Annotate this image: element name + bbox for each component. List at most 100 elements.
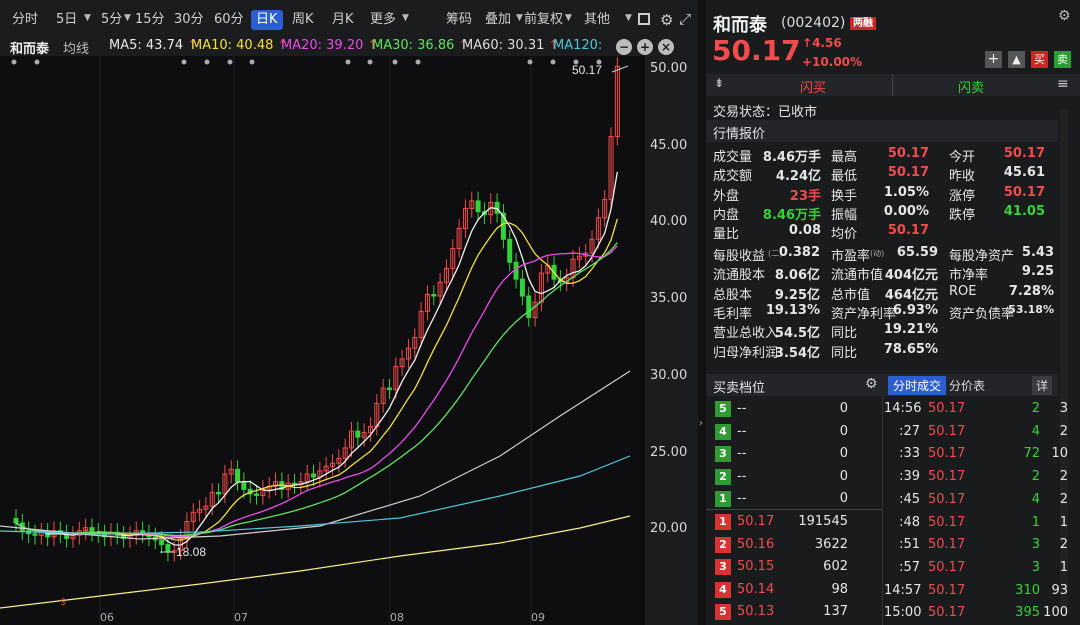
ma60-value: MA60: 30.31 ↑ bbox=[462, 38, 560, 53]
tick-time: :27 bbox=[899, 423, 920, 439]
toolbar-item-12[interactable]: 前复权 bbox=[524, 12, 564, 27]
stat-cell: 昨收 bbox=[949, 169, 976, 185]
ask-volume: 0 bbox=[839, 491, 848, 507]
toolbar-item-5[interactable]: 60分 bbox=[214, 12, 244, 27]
fin-value: 8.06亿 bbox=[774, 268, 820, 284]
fin-label: 资产净利率 bbox=[831, 306, 897, 322]
candle-body bbox=[437, 281, 443, 297]
tick-volume: 3 bbox=[1031, 537, 1040, 553]
stat-cell: 换手 bbox=[831, 188, 858, 204]
kline-chart[interactable]: 50.17 18.08 $ bbox=[0, 56, 700, 625]
candle-body bbox=[336, 458, 342, 464]
toolbar-item-13[interactable]: 其他 bbox=[584, 12, 611, 27]
buy-button[interactable]: 买 bbox=[1031, 51, 1048, 68]
candle-body bbox=[241, 481, 247, 490]
scrollbar[interactable] bbox=[1060, 110, 1068, 610]
settings-icon[interactable]: ⚙ bbox=[660, 11, 674, 29]
chevron-down-icon: ▼ bbox=[402, 13, 409, 23]
stat-cell: 23手 bbox=[789, 188, 821, 204]
ma10-value: MA10: 40.48 ↑ bbox=[191, 38, 289, 53]
tick-time: 15:00 bbox=[884, 605, 922, 621]
tab-price-table[interactable]: 分价表 bbox=[949, 379, 986, 393]
tick-price: 50.17 bbox=[928, 514, 966, 530]
collapse-arrow-icon[interactable]: › bbox=[699, 418, 703, 429]
flash-sell-button[interactable]: 闪卖 bbox=[958, 81, 985, 96]
toolbar-item-1[interactable]: 5日 bbox=[56, 12, 78, 27]
fullscreen-icon[interactable]: ⤢ bbox=[679, 10, 692, 28]
margin-badge: 两融 bbox=[850, 17, 876, 30]
alert-bell-icon[interactable]: ▲ bbox=[1008, 51, 1025, 68]
fin-label: 流通股本 bbox=[713, 268, 766, 284]
expand-icon[interactable]: ⇟ bbox=[714, 76, 725, 90]
stat-cell: 50.17 bbox=[887, 223, 929, 239]
sell-button[interactable]: 卖 bbox=[1054, 51, 1071, 68]
last-price-label: 50.17 bbox=[572, 63, 602, 77]
stat-cell: 50.17 bbox=[1003, 184, 1045, 200]
toolbar-item-4[interactable]: 30分 bbox=[174, 12, 204, 27]
y-tick-label: 40.00 bbox=[650, 214, 688, 229]
stat-cell: 振幅 bbox=[831, 207, 858, 223]
candle-body bbox=[393, 366, 399, 391]
candle-body bbox=[13, 517, 19, 524]
bid-price: 50.16 bbox=[737, 536, 775, 552]
settings-icon[interactable]: ⚙ bbox=[865, 376, 878, 392]
event-marker bbox=[392, 59, 398, 65]
event-marker bbox=[415, 59, 421, 65]
candle-body bbox=[462, 208, 468, 230]
last-price: 50.17 bbox=[712, 34, 801, 67]
stat-cell: 8.46万手 bbox=[762, 207, 821, 223]
fin-label: 每股净资产 bbox=[949, 249, 1015, 264]
tick-volume: 310 bbox=[1015, 582, 1040, 598]
candle-body bbox=[595, 217, 601, 240]
ma-label[interactable]: 均线 bbox=[63, 42, 90, 57]
panel-divider[interactable] bbox=[698, 0, 706, 625]
stat-cell: 50.17 bbox=[887, 165, 929, 181]
plus-icon[interactable]: + bbox=[637, 39, 653, 55]
menu-icon[interactable]: ≡ bbox=[1057, 76, 1069, 92]
tick-count: 3 bbox=[1059, 401, 1068, 416]
toolbar-item-10[interactable]: 筹码 bbox=[446, 12, 473, 27]
stat-cell: 今开 bbox=[949, 150, 976, 165]
bid-level-badge: 1 bbox=[715, 514, 731, 530]
minus-icon[interactable]: − bbox=[616, 39, 632, 55]
candle-body bbox=[216, 491, 222, 495]
toolbar-item-7[interactable]: 周K bbox=[292, 12, 314, 27]
chevron-down-icon: ▼ bbox=[625, 13, 632, 23]
toolbar-item-8[interactable]: 月K bbox=[332, 12, 354, 27]
toolbar-item-9[interactable]: 更多 bbox=[370, 12, 397, 27]
toolbar-item-0[interactable]: 分时 bbox=[12, 12, 39, 27]
add-icon[interactable]: + bbox=[985, 51, 1002, 68]
tick-count: 1 bbox=[1059, 514, 1068, 530]
flash-buy-button[interactable]: 闪买 bbox=[800, 81, 827, 96]
fin-value: 19.13% bbox=[765, 302, 820, 318]
candle-body bbox=[526, 295, 532, 319]
toolbar-item-11[interactable]: 叠加 bbox=[485, 12, 512, 27]
candle-body bbox=[614, 65, 620, 137]
settings-icon[interactable]: ⚙ bbox=[1058, 8, 1071, 24]
dividend-marker: $ bbox=[60, 597, 66, 608]
tick-price: 50.17 bbox=[928, 401, 966, 416]
candle-body bbox=[608, 135, 614, 200]
quote-name: 和而泰 bbox=[713, 15, 767, 36]
x-tick-label: 06 bbox=[100, 611, 114, 624]
candle-body bbox=[171, 550, 177, 553]
candle-body bbox=[386, 387, 392, 391]
close-icon[interactable]: × bbox=[658, 39, 674, 55]
toolbar-item-6[interactable]: 日K bbox=[251, 10, 283, 30]
change-pct: +10.00% bbox=[802, 55, 863, 69]
detail-button[interactable]: 详 bbox=[1032, 376, 1053, 395]
ask-volume: 0 bbox=[839, 446, 848, 462]
fin-label: ROE bbox=[949, 283, 977, 299]
x-tick-label: 09 bbox=[531, 611, 545, 624]
tick-volume: 2 bbox=[1031, 401, 1040, 416]
tab-ticks[interactable]: 分时成交 bbox=[888, 376, 947, 395]
ma5-value: MA5: 43.74 ↑ bbox=[109, 38, 199, 53]
grid-icon[interactable] bbox=[638, 13, 650, 25]
toolbar-item-3[interactable]: 15分 bbox=[135, 12, 165, 27]
candle-body bbox=[500, 212, 506, 240]
stat-cell: 跌停 bbox=[949, 207, 976, 223]
tick-count: 100 bbox=[1043, 605, 1068, 621]
fin-value: 54.5亿 bbox=[774, 326, 820, 342]
candle-body bbox=[304, 473, 310, 483]
toolbar-item-2[interactable]: 5分 bbox=[101, 12, 123, 27]
